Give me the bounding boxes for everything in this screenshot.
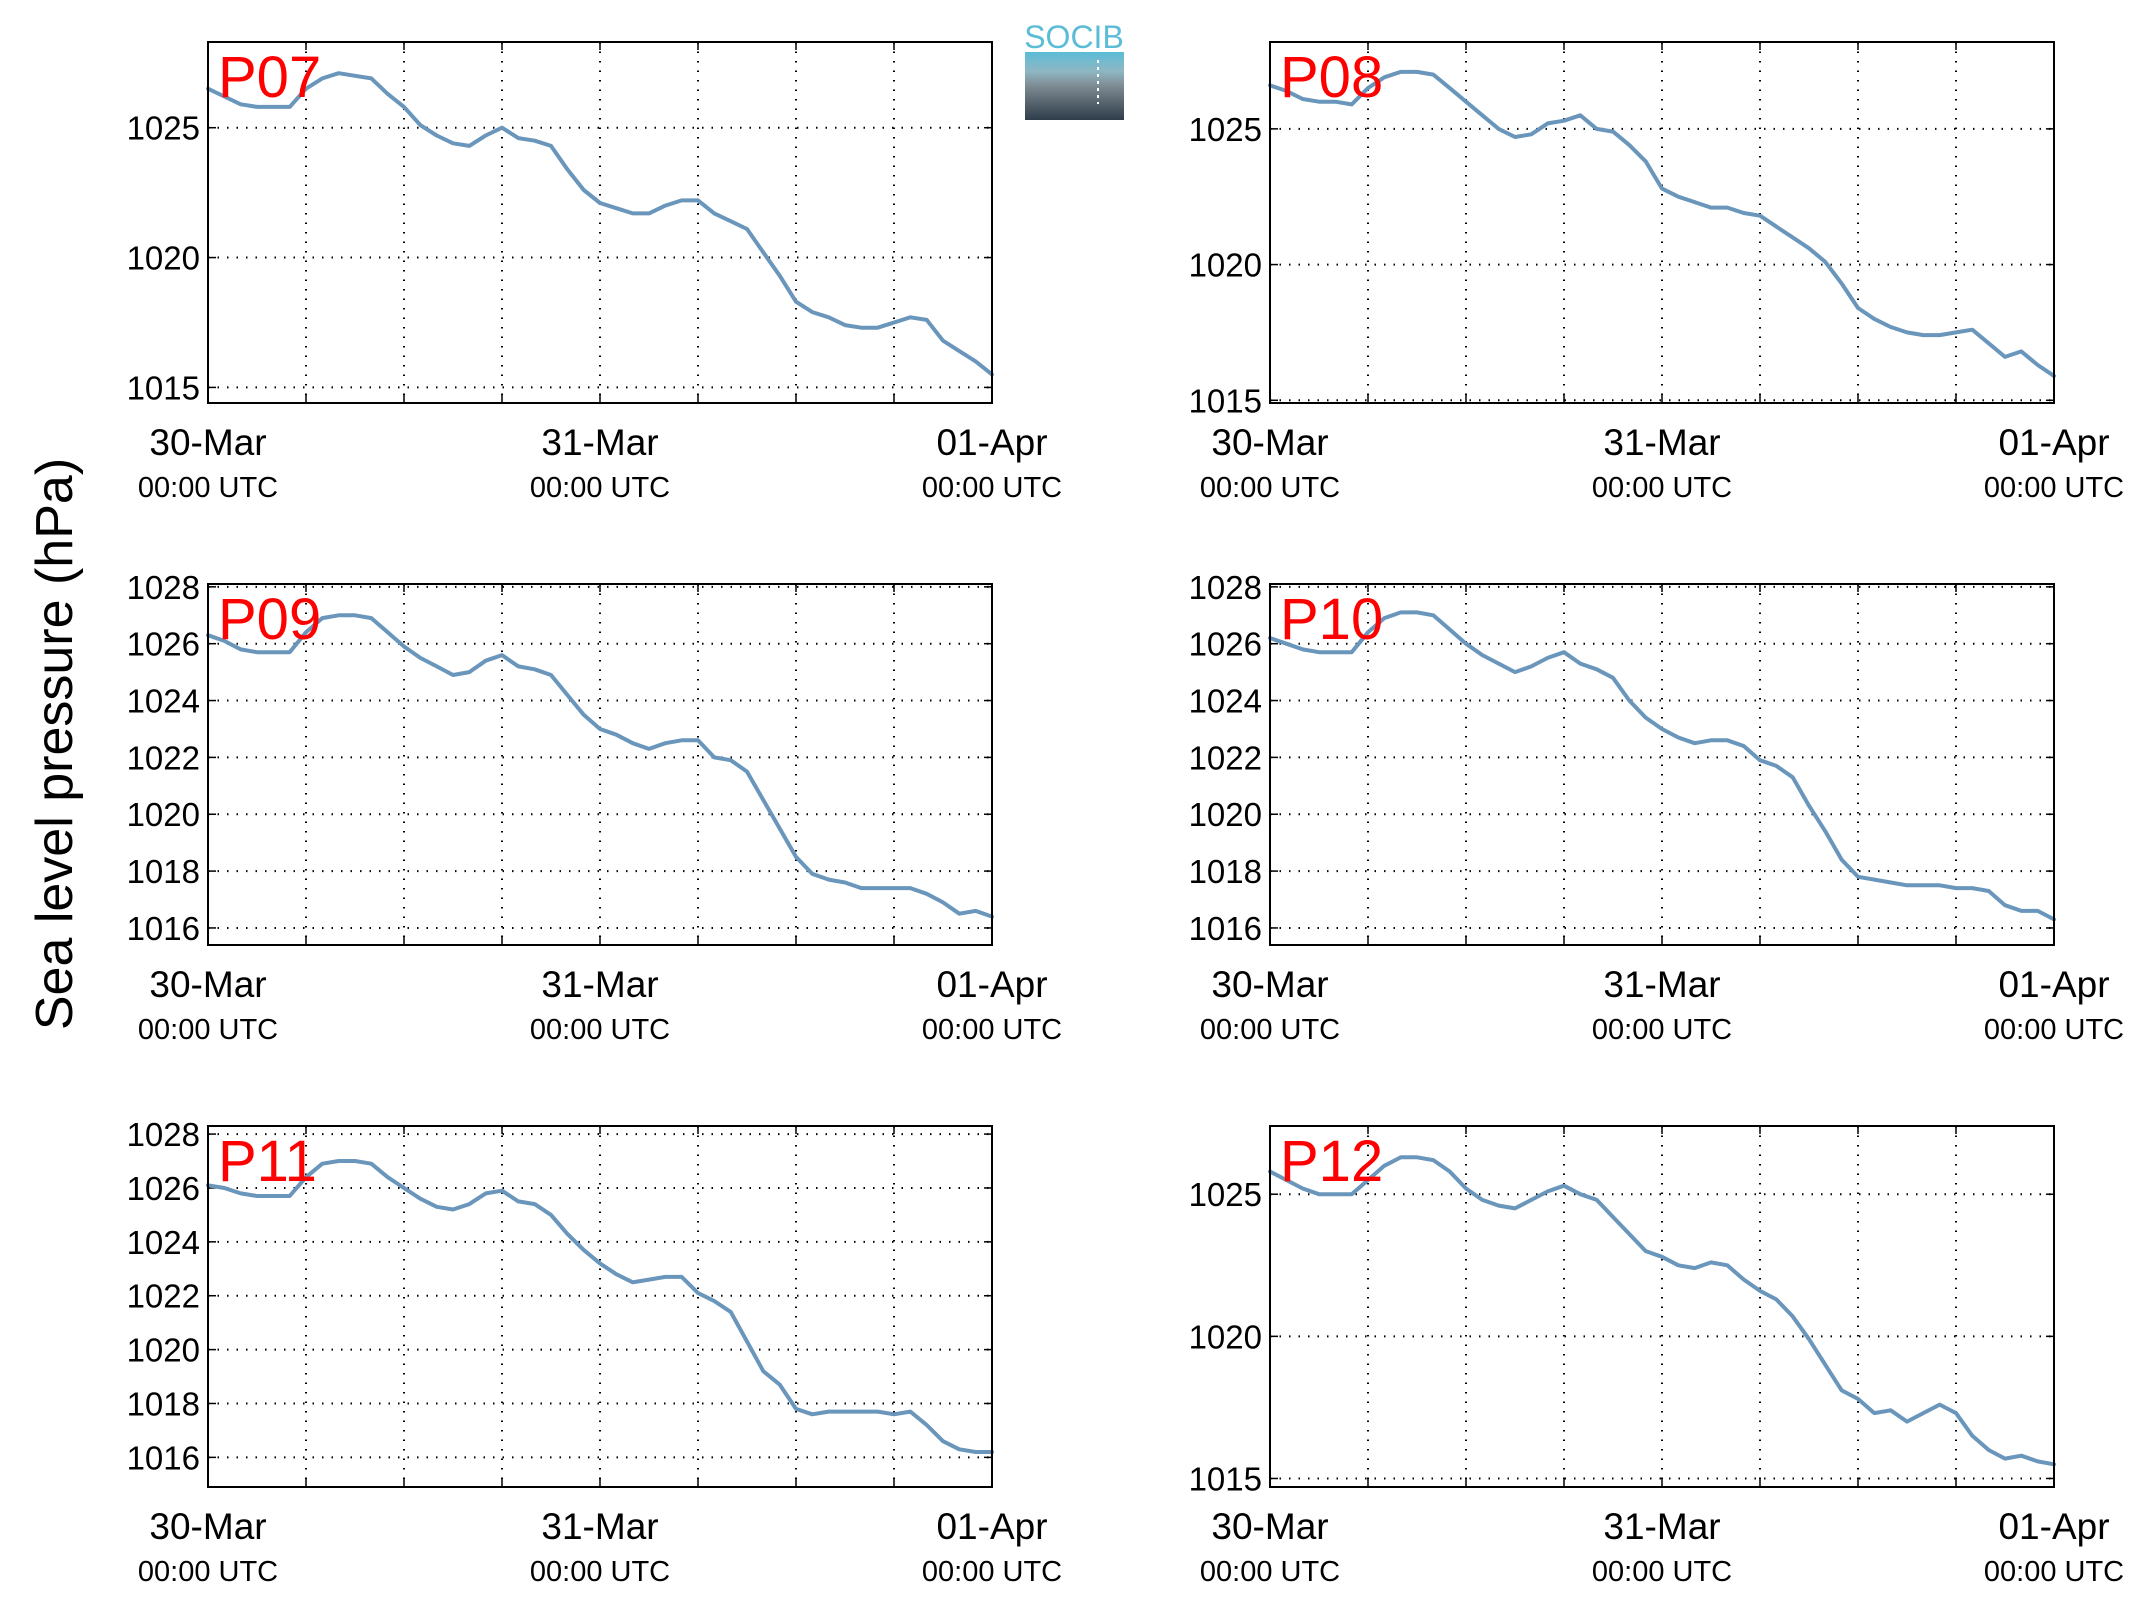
y-tick-label: 1025 bbox=[1189, 111, 1262, 148]
plot-frame bbox=[1269, 1125, 2055, 1488]
x-tick-label-date: 01-Apr bbox=[1998, 1506, 2109, 1547]
plot-frame bbox=[1269, 41, 2055, 404]
y-axis-label: Sea level pressure (hPa) bbox=[26, 458, 84, 1030]
y-tick-label: 1020 bbox=[127, 1332, 200, 1369]
pressure-line-p12 bbox=[1268, 1155, 2056, 1467]
y-tick-label: 1016 bbox=[127, 910, 200, 947]
panel-label: P10 bbox=[1280, 587, 1383, 652]
x-tick-label-date: 30-Mar bbox=[1211, 422, 1328, 463]
plot-frame bbox=[207, 41, 993, 404]
y-tick-label: 1025 bbox=[1189, 1176, 1262, 1213]
x-tick-label-date: 31-Mar bbox=[1603, 1506, 1720, 1547]
chart-panel-p08: 1015 1020 1025 30-Mar 00:00 UTC 31-Mar 00:00 U… bbox=[1189, 41, 2124, 504]
x-tick-label-time: 00:00 UTC bbox=[922, 1014, 1062, 1046]
x-tick-label-date: 30-Mar bbox=[149, 1506, 266, 1547]
y-tick-label: 1024 bbox=[127, 1224, 200, 1261]
y-tick-label: 1028 bbox=[127, 569, 200, 606]
y-tick-label: 1020 bbox=[1189, 247, 1262, 284]
panel-label: P09 bbox=[218, 587, 321, 652]
y-tick-label: 1022 bbox=[127, 1278, 200, 1315]
pressure-line-p08 bbox=[1268, 69, 2056, 378]
socib-logo: SOCIB bbox=[1024, 19, 1124, 120]
socib-logo-text: SOCIB bbox=[1024, 19, 1124, 55]
socib-logo-mark bbox=[1025, 52, 1124, 120]
x-tick-label-time: 00:00 UTC bbox=[1984, 1014, 2124, 1046]
chart-panel-p07: 1015 1020 1025 30-Mar 00:00 UTC 31-Mar 00:00 U… bbox=[127, 41, 1062, 504]
x-tick-label-time: 00:00 UTC bbox=[138, 472, 278, 504]
panel-label: P07 bbox=[218, 45, 321, 110]
x-tick-label-date: 30-Mar bbox=[1211, 964, 1328, 1005]
x-tick-label-date: 30-Mar bbox=[149, 422, 266, 463]
plot-frame bbox=[207, 583, 993, 946]
chart-panel-p10: 1016 1018 1020 1022 1024 1026 1028 30-Mar 00:00 … bbox=[1189, 569, 2125, 1046]
x-tick-label-date: 01-Apr bbox=[1998, 964, 2109, 1005]
y-tick-label: 1022 bbox=[127, 739, 200, 776]
x-tick-label-time: 00:00 UTC bbox=[922, 1556, 1062, 1588]
x-tick-label-date: 31-Mar bbox=[541, 1506, 658, 1547]
y-tick-label: 1025 bbox=[127, 110, 200, 147]
plot-frame bbox=[207, 1125, 993, 1488]
x-tick-label-time: 00:00 UTC bbox=[138, 1014, 278, 1046]
x-tick-label-time: 00:00 UTC bbox=[1984, 1556, 2124, 1588]
y-tick-label: 1020 bbox=[1189, 1318, 1262, 1355]
y-tick-label: 1028 bbox=[1189, 569, 1262, 606]
x-tick-label-time: 00:00 UTC bbox=[1592, 472, 1732, 504]
x-tick-label-time: 00:00 UTC bbox=[1984, 472, 2124, 504]
y-tick-label: 1028 bbox=[127, 1116, 200, 1153]
x-tick-label-date: 01-Apr bbox=[936, 1506, 1047, 1547]
y-tick-label: 1026 bbox=[127, 626, 200, 663]
x-tick-label-time: 00:00 UTC bbox=[138, 1556, 278, 1588]
panel-label: P12 bbox=[1280, 1129, 1383, 1194]
y-tick-label: 1018 bbox=[1189, 853, 1262, 890]
chart-panel-p11: 1016 1018 1020 1022 1024 1026 1028 30-Mar 00:00 … bbox=[127, 1116, 1063, 1588]
y-tick-label: 1016 bbox=[1189, 910, 1262, 947]
x-tick-label-time: 00:00 UTC bbox=[1592, 1014, 1732, 1046]
y-tick-label: 1020 bbox=[1189, 796, 1262, 833]
chart-panel-p09: 1016 1018 1020 1022 1024 1026 1028 30-Mar 00:00 … bbox=[127, 569, 1063, 1046]
x-tick-label-time: 00:00 UTC bbox=[922, 472, 1062, 504]
x-tick-label-date: 31-Mar bbox=[541, 422, 658, 463]
x-tick-label-date: 01-Apr bbox=[936, 964, 1047, 1005]
y-tick-label: 1018 bbox=[127, 1385, 200, 1422]
pressure-line-p09 bbox=[206, 613, 994, 919]
x-tick-label-date: 30-Mar bbox=[149, 964, 266, 1005]
y-tick-label: 1015 bbox=[1189, 1460, 1262, 1497]
x-tick-label-time: 00:00 UTC bbox=[1200, 472, 1340, 504]
x-tick-label-date: 31-Mar bbox=[1603, 422, 1720, 463]
chart-panel-p12: 1015 1020 1025 30-Mar 00:00 UTC 31-Mar 00:00 U… bbox=[1189, 1125, 2124, 1588]
panel-label: P08 bbox=[1280, 45, 1383, 110]
plot-frame bbox=[1269, 583, 2055, 946]
x-tick-label-date: 31-Mar bbox=[541, 964, 658, 1005]
x-tick-label-time: 00:00 UTC bbox=[530, 1014, 670, 1046]
x-tick-label-time: 00:00 UTC bbox=[530, 472, 670, 504]
pressure-line-p10 bbox=[1268, 610, 2056, 922]
y-tick-label: 1020 bbox=[127, 796, 200, 833]
y-tick-label: 1015 bbox=[127, 369, 200, 406]
x-tick-label-time: 00:00 UTC bbox=[1200, 1014, 1340, 1046]
y-tick-label: 1024 bbox=[1189, 683, 1262, 720]
pressure-line-p11 bbox=[206, 1159, 994, 1454]
panel-label: P11 bbox=[218, 1129, 317, 1194]
x-tick-label-date: 31-Mar bbox=[1603, 964, 1720, 1005]
x-tick-label-time: 00:00 UTC bbox=[530, 1556, 670, 1588]
x-tick-label-date: 30-Mar bbox=[1211, 1506, 1328, 1547]
x-tick-label-time: 00:00 UTC bbox=[1592, 1556, 1732, 1588]
x-tick-label-date: 01-Apr bbox=[1998, 422, 2109, 463]
y-tick-label: 1026 bbox=[127, 1170, 200, 1207]
x-tick-label-date: 01-Apr bbox=[936, 422, 1047, 463]
y-tick-label: 1022 bbox=[1189, 739, 1262, 776]
y-tick-label: 1018 bbox=[127, 853, 200, 890]
y-tick-label: 1020 bbox=[127, 240, 200, 277]
y-tick-label: 1015 bbox=[1189, 382, 1262, 419]
pressure-line-p07 bbox=[206, 71, 994, 377]
x-tick-label-time: 00:00 UTC bbox=[1200, 1556, 1340, 1588]
y-tick-label: 1016 bbox=[127, 1439, 200, 1476]
y-tick-label: 1026 bbox=[1189, 626, 1262, 663]
y-tick-label: 1024 bbox=[127, 683, 200, 720]
